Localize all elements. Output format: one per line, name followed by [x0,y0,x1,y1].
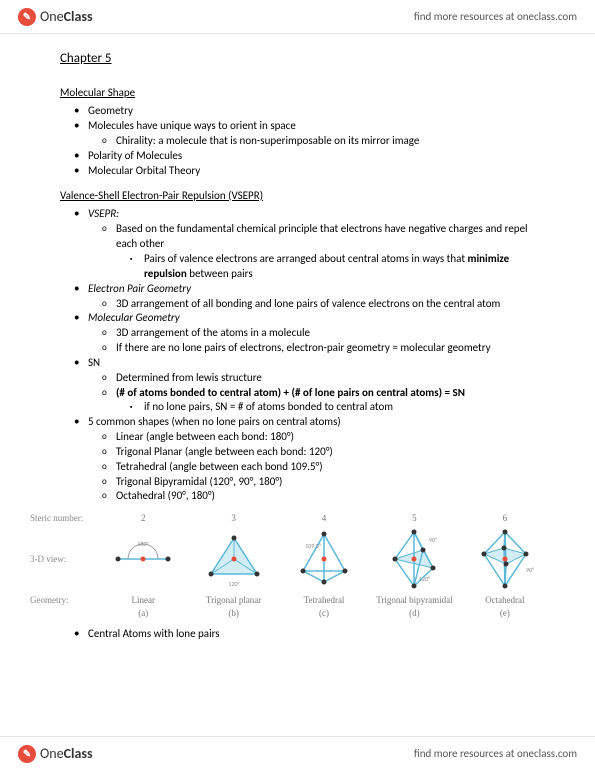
bullet: Geometry [60,104,545,119]
logo-icon: ✎ [18,745,36,763]
sub-label: (e) [460,607,550,619]
sub-bullet: Chirality: a molecule that is non-superi… [88,134,545,149]
sub-bullet: (# of atoms bonded to central atom) + (#… [88,386,545,416]
sub-bullet: Determined from lewis structure [88,371,545,386]
sub-bullet: Based on the fundamental chemical princi… [88,222,545,281]
chapter-title: Chapter 5 [60,50,545,68]
section-heading-molecular-shape: Molecular Shape [60,86,545,101]
sub-bullet: 3D arrangement of all bonding and lone p… [88,297,545,312]
logo-text: OneClass [40,8,93,25]
steric-number: 4 [279,512,369,524]
sub-bullet: 3D arrangement of the atoms in a molecul… [88,326,545,341]
header-bar: ✎ OneClass find more resources at onecla… [0,0,595,34]
geometry-name: Tetrahedral [279,594,369,606]
bullet: SN Determined from lewis structure (# of… [60,356,545,415]
sub-label: (c) [279,607,369,619]
svg-text:120°: 120° [419,575,430,583]
svg-text:120°: 120° [228,580,239,588]
bullet: Molecular Geometry 3D arrangement of the… [60,311,545,356]
sub-label: (b) [188,607,278,619]
logo-icon: ✎ [18,8,36,26]
logo-text: OneClass [40,745,93,762]
find-resources-link-footer[interactable]: find more resources at oneclass.com [414,747,577,760]
bullet: Molecules have unique ways to orient in … [60,119,545,149]
bullet: Polarity of Molecules [60,149,545,164]
sub-bullet: If there are no lone pairs of electrons,… [88,341,545,356]
sub-bullet: Tetrahedral (angle between each bond 109… [88,460,545,475]
steric-number: 6 [460,512,550,524]
find-resources-link[interactable]: find more resources at oneclass.com [414,10,577,23]
brand-logo-footer[interactable]: ✎ OneClass [18,745,93,763]
bullet: 5 common shapes (when no lone pairs on c… [60,415,545,504]
brand-logo[interactable]: ✎ OneClass [18,8,93,26]
steric-number: 2 [98,512,188,524]
footer-bar: ✎ OneClass find more resources at onecla… [0,736,595,770]
sub-sub-bullet: Pairs of valence electrons are arranged … [116,252,545,282]
fig-row-label: 3-D view: [30,553,98,565]
shape-trigonal-bipyramidal: 90° 120° [369,526,459,592]
svg-text:180°: 180° [138,540,149,548]
shape-tetrahedral: 109.5° [279,526,369,592]
shape-octahedral: 90° [460,526,550,592]
bullet: Electron Pair Geometry 3D arrangement of… [60,282,545,312]
fig-row-label: Steric number: [30,512,98,524]
svg-text:90°: 90° [526,566,534,574]
fig-row-label: Geometry: [30,594,98,606]
svg-text:90°: 90° [429,536,437,544]
bullet: Molecular Orbital Theory [60,164,545,179]
geometry-name: Octahedral [460,594,550,606]
geometry-name: Trigonal bipyramidal [369,594,459,606]
geometry-name: Trigonal planar [188,594,278,606]
document-content: Chapter 5 Molecular Shape Geometry Molec… [60,50,545,720]
shape-linear: 180° [98,526,188,592]
steric-number: 3 [188,512,278,524]
steric-number: 5 [369,512,459,524]
section-heading-vsepr: Valence-Shell Electron-Pair Repulsion (V… [60,189,545,204]
sub-bullet: Trigonal Planar (angle between each bond… [88,445,545,460]
bullet: Central Atoms with lone pairs [60,627,545,642]
shape-trigonal-planar: 120° [188,526,278,592]
sub-label: (a) [98,607,188,619]
geometry-name: Linear [98,594,188,606]
bullet: VSEPR: Based on the fundamental chemical… [60,207,545,281]
svg-text:109.5°: 109.5° [305,542,321,550]
sub-bullet: Trigonal Bipyramidal (120°, 90°, 180°) [88,475,545,490]
sub-sub-bullet: if no lone pairs, SN = # of atoms bonded… [116,400,545,415]
sub-bullet: Octahedral (90°, 180°) [88,489,545,504]
geometry-figure: Steric number: 2 3 4 5 6 3-D view: [30,512,550,618]
sub-label: (d) [369,607,459,619]
sub-bullet: Linear (angle between each bond: 180°) [88,430,545,445]
